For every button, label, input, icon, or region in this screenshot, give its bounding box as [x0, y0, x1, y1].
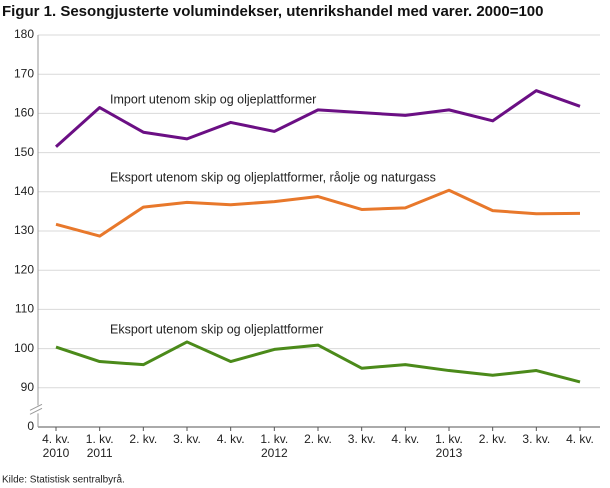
y-tick-label: 150 — [14, 145, 34, 159]
x-tick-label: 1. kv. 2012 — [260, 432, 288, 460]
y-tick-label: 140 — [14, 184, 34, 198]
y-tick-label: 0 — [27, 419, 34, 433]
series-label: Eksport utenom skip og oljeplattformer — [110, 322, 323, 336]
axis-break — [29, 407, 43, 415]
series-line — [55, 188, 581, 238]
x-tick-label: 4. kv. 2010 — [42, 432, 70, 460]
x-tick-label: 1. kv. 2011 — [86, 432, 114, 460]
y-tick-label: 90 — [21, 380, 35, 394]
x-tick-label: 2. kv. — [304, 432, 332, 446]
x-tick-label: 2. kv. — [479, 432, 507, 446]
y-tick-label: 180 — [14, 27, 34, 41]
series-line — [55, 340, 581, 384]
y-tick-label: 170 — [14, 66, 34, 80]
axis-break — [29, 403, 43, 411]
x-tick-label: 1. kv. 2013 — [435, 432, 463, 460]
y-tick-label: 120 — [14, 262, 34, 276]
source: Kilde: Statistisk sentralbyrå. — [2, 474, 125, 486]
x-tick-label: 4. kv. — [217, 432, 245, 446]
x-tick-label: 3. kv. — [173, 432, 201, 446]
y-tick-label: 110 — [15, 302, 34, 316]
y-tick-label: 160 — [14, 106, 34, 120]
chart-title: Figur 1. Sesongjusterte volumindekser, u… — [2, 3, 543, 20]
y-tick-label: 100 — [14, 341, 34, 355]
y-tick-label: 130 — [14, 223, 34, 237]
x-tick-label: 3. kv. — [348, 432, 376, 446]
x-tick-label: 4. kv. — [391, 432, 419, 446]
series-line — [54, 89, 581, 148]
series-label: Eksport utenom skip og oljeplattformer, … — [110, 170, 436, 184]
x-tick-label: 4. kv. — [566, 432, 594, 446]
series-label: Import utenom skip og oljeplattformer — [110, 92, 316, 106]
x-tick-label: 2. kv. — [129, 432, 157, 446]
axis-break-gap — [32, 405, 44, 414]
x-tick-label: 3. kv. — [522, 432, 550, 446]
